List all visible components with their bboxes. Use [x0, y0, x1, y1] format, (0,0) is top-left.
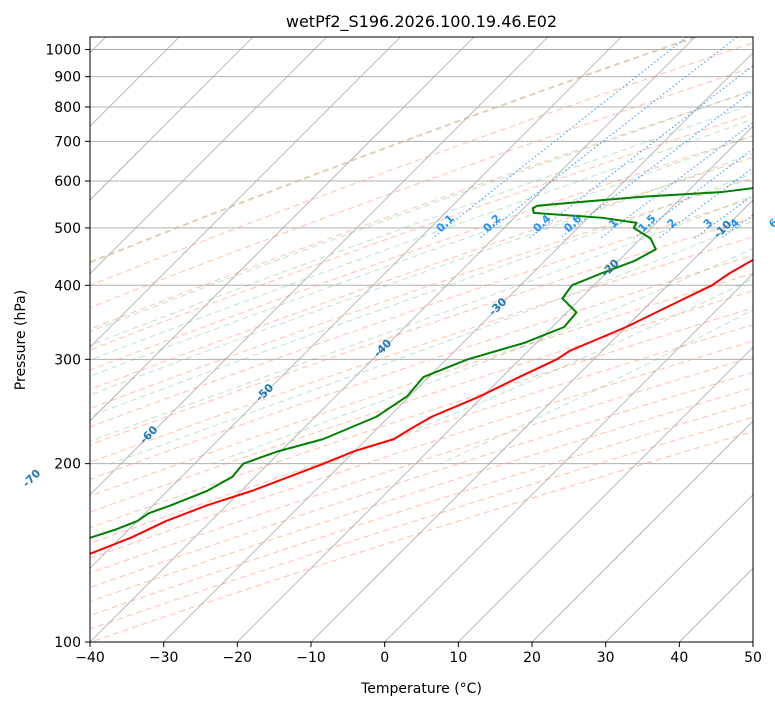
x-tick-label: 40: [670, 650, 688, 666]
dry-adiabat: [90, 356, 753, 574]
y-tick-label: 600: [54, 174, 81, 190]
y-tick-label: 900: [54, 70, 81, 86]
dry-adiabat: [90, 37, 696, 264]
x-tick-label: 0: [380, 650, 389, 666]
isotherm-line: [531, 420, 753, 642]
isotherm-line: [310, 199, 753, 642]
mixing-ratio-label: 6: [766, 216, 775, 231]
isotherm-line: [679, 567, 753, 642]
temperature-profile: [90, 258, 753, 555]
dry-adiabat: [90, 272, 753, 497]
isotherm-line: [458, 346, 753, 642]
moist-adiabat: [90, 89, 753, 333]
mixing-ratio-line: [559, 89, 753, 239]
isotherm-line: [90, 37, 254, 201]
plot-area: [90, 37, 775, 642]
dry-adiabat: [90, 66, 753, 309]
y-tick-label: 1000: [45, 43, 81, 59]
mixing-ratio-line: [760, 37, 775, 238]
isotherm-line: [384, 273, 753, 642]
isotherm-label: -40: [371, 336, 394, 359]
x-tick-label: 10: [449, 650, 467, 666]
isotherm-label: -70: [20, 466, 43, 489]
moist-adiabat: [90, 103, 753, 346]
x-tick-label: −10: [296, 650, 326, 666]
dewpoint-profile: [90, 187, 753, 539]
dry-adiabat: [90, 324, 753, 544]
mixing-ratio-line: [633, 148, 753, 239]
isotherm-line: [90, 37, 548, 496]
dry-adiabat: [90, 371, 753, 589]
y-tick-label: 700: [54, 134, 81, 150]
isotherm-line: [605, 494, 753, 642]
x-tick-label: −40: [75, 650, 105, 666]
x-tick-label: −30: [149, 650, 179, 666]
dry-adiabat: [90, 340, 753, 559]
mixing-ratio-line: [478, 37, 738, 239]
y-axis: 1000 900 800 700 600 500 400 300 200 100: [45, 43, 90, 651]
mixing-ratio-label: 1: [606, 216, 621, 231]
mixing-ratio-line: [694, 194, 753, 239]
dry-adiabat: [90, 416, 753, 630]
isotherm-line: [752, 641, 753, 642]
mixing-ratio-line: [599, 122, 753, 239]
moist-adiabat: [90, 134, 753, 377]
mixing-ratio-label: 2: [665, 216, 680, 231]
moist-adiabat: [211, 248, 753, 465]
mixing-ratio-label: 0.4: [531, 212, 554, 235]
mixing-ratio-line: [658, 167, 753, 239]
isotherm-line: [163, 52, 753, 642]
isotherm-label: -60: [137, 423, 160, 446]
moist-adiabat: [90, 118, 753, 361]
plot-frame: [89, 36, 754, 643]
mixing-ratio-line: [432, 37, 688, 239]
x-tick-label: −20: [223, 650, 253, 666]
mixing-ratio-label: 0.1: [434, 212, 457, 235]
y-tick-label: 300: [54, 352, 81, 368]
moist-adiabat: [90, 172, 753, 417]
isotherm-line: [90, 37, 696, 642]
y-tick-label: 800: [54, 100, 81, 116]
dry-adiabat: [90, 90, 753, 330]
y-tick-label: 200: [54, 457, 81, 473]
isotherm-line: [90, 37, 327, 275]
y-tick-label: 400: [54, 278, 81, 294]
dry-adiabat: [90, 307, 753, 529]
y-tick-label: 500: [54, 221, 81, 237]
chart-title: wetPf2_S196.2026.100.19.46.E02: [286, 12, 557, 32]
x-axis: −40 −30 −20 −10 0 10 20 30 40 50: [75, 642, 762, 666]
dry-adiabat: [90, 254, 753, 480]
isotherm-line: [237, 125, 753, 642]
isotherm-line: [90, 37, 475, 422]
moist-adiabat: [90, 195, 753, 442]
moist-adiabat: [440, 309, 753, 465]
x-tick-label: 20: [523, 650, 541, 666]
moist-adiabat: [90, 152, 753, 396]
isotherm-line: [90, 37, 622, 569]
isotherm-label: -30: [486, 295, 509, 318]
moist-adiabat: [110, 220, 753, 465]
y-tick-label: 100: [54, 635, 81, 651]
x-axis-label: Temperature (°C): [360, 681, 482, 697]
y-axis-label: Pressure (hPa): [13, 290, 29, 390]
moist-adiabat: [328, 277, 753, 465]
mixing-ratio-line: [720, 214, 753, 239]
x-tick-label: 30: [597, 650, 615, 666]
isotherm-line: [90, 37, 401, 348]
dry-adiabat: [90, 402, 753, 616]
x-tick-label: 50: [744, 650, 762, 666]
dry-adiabat: [90, 113, 753, 351]
